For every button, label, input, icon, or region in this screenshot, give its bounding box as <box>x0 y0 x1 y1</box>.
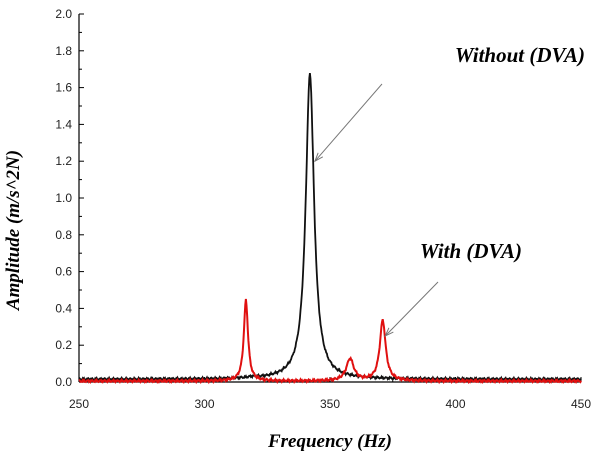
plot-area: 0.0 0.2 0.4 0.6 0.8 1.0 1.2 1.4 1.6 1.8 2.0 250 300… <box>55 7 591 411</box>
annotation-arrowhead <box>313 152 324 163</box>
series-line-with <box>78 298 582 385</box>
y-axis-title: Amplitude (m/s^2N) <box>3 150 24 311</box>
annotation-label: With (DVA) <box>420 239 522 263</box>
annotation-layer: Without (DVA) With (DVA) <box>313 43 585 338</box>
annotation-label: Without (DVA) <box>455 43 585 67</box>
annotation-arrowhead <box>384 327 394 338</box>
y-tick-label: 1.0 <box>55 191 72 205</box>
y-tick-label: 0.2 <box>55 338 72 352</box>
y-tick-label: 0.4 <box>55 301 72 315</box>
y-tick-label: 1.6 <box>55 81 72 95</box>
x-tick-label: 350 <box>320 397 340 411</box>
y-tick-label: 1.2 <box>55 154 72 168</box>
annotation-arrow <box>384 281 439 337</box>
y-tick-label: 0.8 <box>55 228 72 242</box>
y-tick-label: 0.0 <box>55 375 72 389</box>
y-tick-label: 2.0 <box>55 7 72 21</box>
x-tick-label: 250 <box>69 397 89 411</box>
annotation-arrow <box>314 83 383 162</box>
x-axis-title: Frequency (Hz) <box>267 431 392 452</box>
series-layer <box>78 72 582 385</box>
x-tick-label: 300 <box>194 397 214 411</box>
x-tick-label: 450 <box>571 397 591 411</box>
y-ticks: 0.0 0.2 0.4 0.6 0.8 1.0 1.2 1.4 1.6 1.8 2.0 <box>55 7 84 389</box>
x-ticks: 250 300 350 400 450 <box>69 377 591 411</box>
y-tick-label: 1.4 <box>55 117 72 131</box>
x-tick-label: 400 <box>445 397 465 411</box>
y-tick-label: 0.6 <box>55 265 72 279</box>
series-line-without <box>78 72 582 383</box>
y-tick-label: 1.8 <box>55 44 72 58</box>
